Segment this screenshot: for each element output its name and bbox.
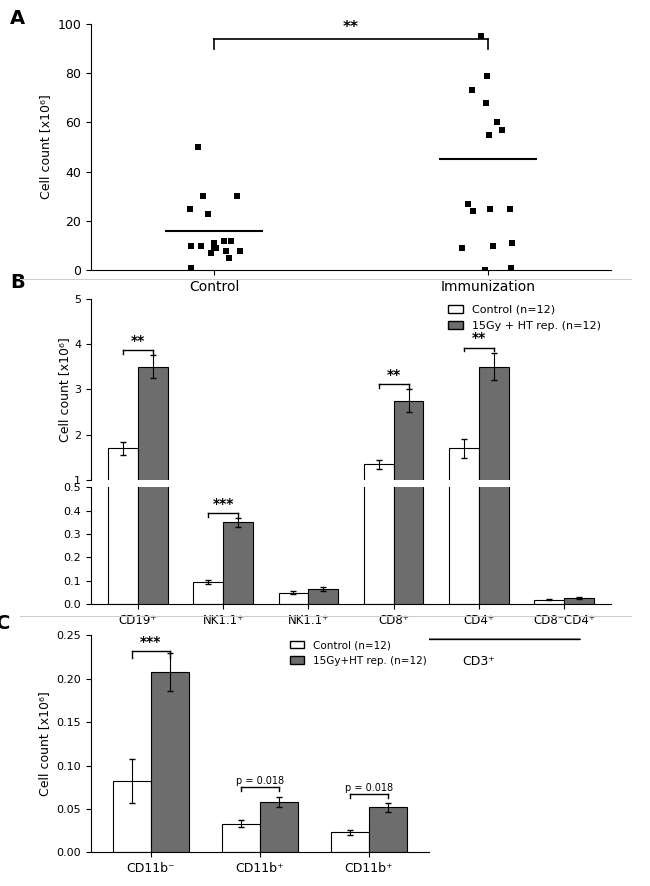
Bar <box>308 589 338 604</box>
Point <box>198 190 208 204</box>
Text: A: A <box>10 9 25 28</box>
Point <box>468 204 478 218</box>
Bar <box>223 509 253 525</box>
Point <box>235 244 246 258</box>
Bar <box>279 593 308 604</box>
Y-axis label: Cell count [x10⁶]: Cell count [x10⁶] <box>39 95 52 199</box>
Text: CD3⁻: CD3⁻ <box>207 655 240 667</box>
Point <box>196 238 207 253</box>
Point <box>193 140 203 154</box>
Bar <box>151 672 189 852</box>
Point <box>463 197 473 211</box>
Text: **: ** <box>387 368 401 382</box>
Point <box>480 263 490 277</box>
Bar <box>260 802 298 852</box>
Point <box>185 238 196 253</box>
Text: p = 0.018: p = 0.018 <box>345 783 393 793</box>
Y-axis label: Cell count [x10⁶]: Cell count [x10⁶] <box>58 337 72 442</box>
Point <box>492 115 502 129</box>
Bar <box>113 781 151 852</box>
Point <box>484 128 494 142</box>
Bar <box>449 448 479 525</box>
Bar <box>364 289 394 604</box>
Point <box>507 236 517 250</box>
Bar <box>193 582 223 604</box>
Point <box>457 241 467 255</box>
Point <box>205 246 216 260</box>
Bar <box>108 448 138 525</box>
Point <box>467 83 477 97</box>
Point <box>186 260 196 275</box>
Text: C: C <box>0 614 11 633</box>
Point <box>231 190 242 204</box>
Point <box>209 241 220 255</box>
Point <box>202 206 213 221</box>
Text: ***: *** <box>213 497 234 511</box>
Point <box>221 244 231 258</box>
Point <box>488 238 499 253</box>
Point <box>211 241 222 255</box>
Bar <box>331 832 369 852</box>
Bar <box>369 807 407 852</box>
Bar <box>449 206 479 604</box>
Text: p = 0.018: p = 0.018 <box>236 776 284 786</box>
Bar <box>138 367 168 525</box>
Point <box>224 251 235 265</box>
Legend: Control (n=12), 15Gy + HT rep. (n=12): Control (n=12), 15Gy + HT rep. (n=12) <box>443 300 605 335</box>
Bar <box>223 523 253 604</box>
Point <box>476 29 486 43</box>
Point <box>481 96 491 110</box>
Point <box>219 234 229 248</box>
Point <box>506 260 517 275</box>
Point <box>486 202 496 216</box>
Bar <box>308 523 338 525</box>
Text: **: ** <box>343 20 359 35</box>
Text: ***: *** <box>140 634 162 649</box>
Y-axis label: Cell count [x10⁶]: Cell count [x10⁶] <box>38 691 51 797</box>
Bar <box>222 824 260 852</box>
Bar <box>108 206 138 604</box>
Legend: Control (n=12), 15Gy+HT rep. (n=12): Control (n=12), 15Gy+HT rep. (n=12) <box>285 636 430 670</box>
Point <box>226 234 236 248</box>
Text: B: B <box>10 273 25 292</box>
Bar <box>394 0 423 604</box>
Text: **: ** <box>472 331 486 346</box>
Bar <box>138 0 168 604</box>
Bar <box>394 400 423 525</box>
Bar <box>279 524 308 525</box>
Bar <box>479 0 509 604</box>
Point <box>482 68 493 82</box>
Text: **: ** <box>131 334 145 347</box>
Point <box>497 123 507 137</box>
Text: CD3⁺: CD3⁺ <box>462 655 495 667</box>
Bar <box>479 367 509 525</box>
Point <box>209 236 219 250</box>
Bar <box>193 521 223 525</box>
Bar <box>534 600 564 604</box>
Bar <box>564 598 594 604</box>
Bar <box>364 464 394 525</box>
Point <box>505 202 515 216</box>
Point <box>185 202 196 216</box>
